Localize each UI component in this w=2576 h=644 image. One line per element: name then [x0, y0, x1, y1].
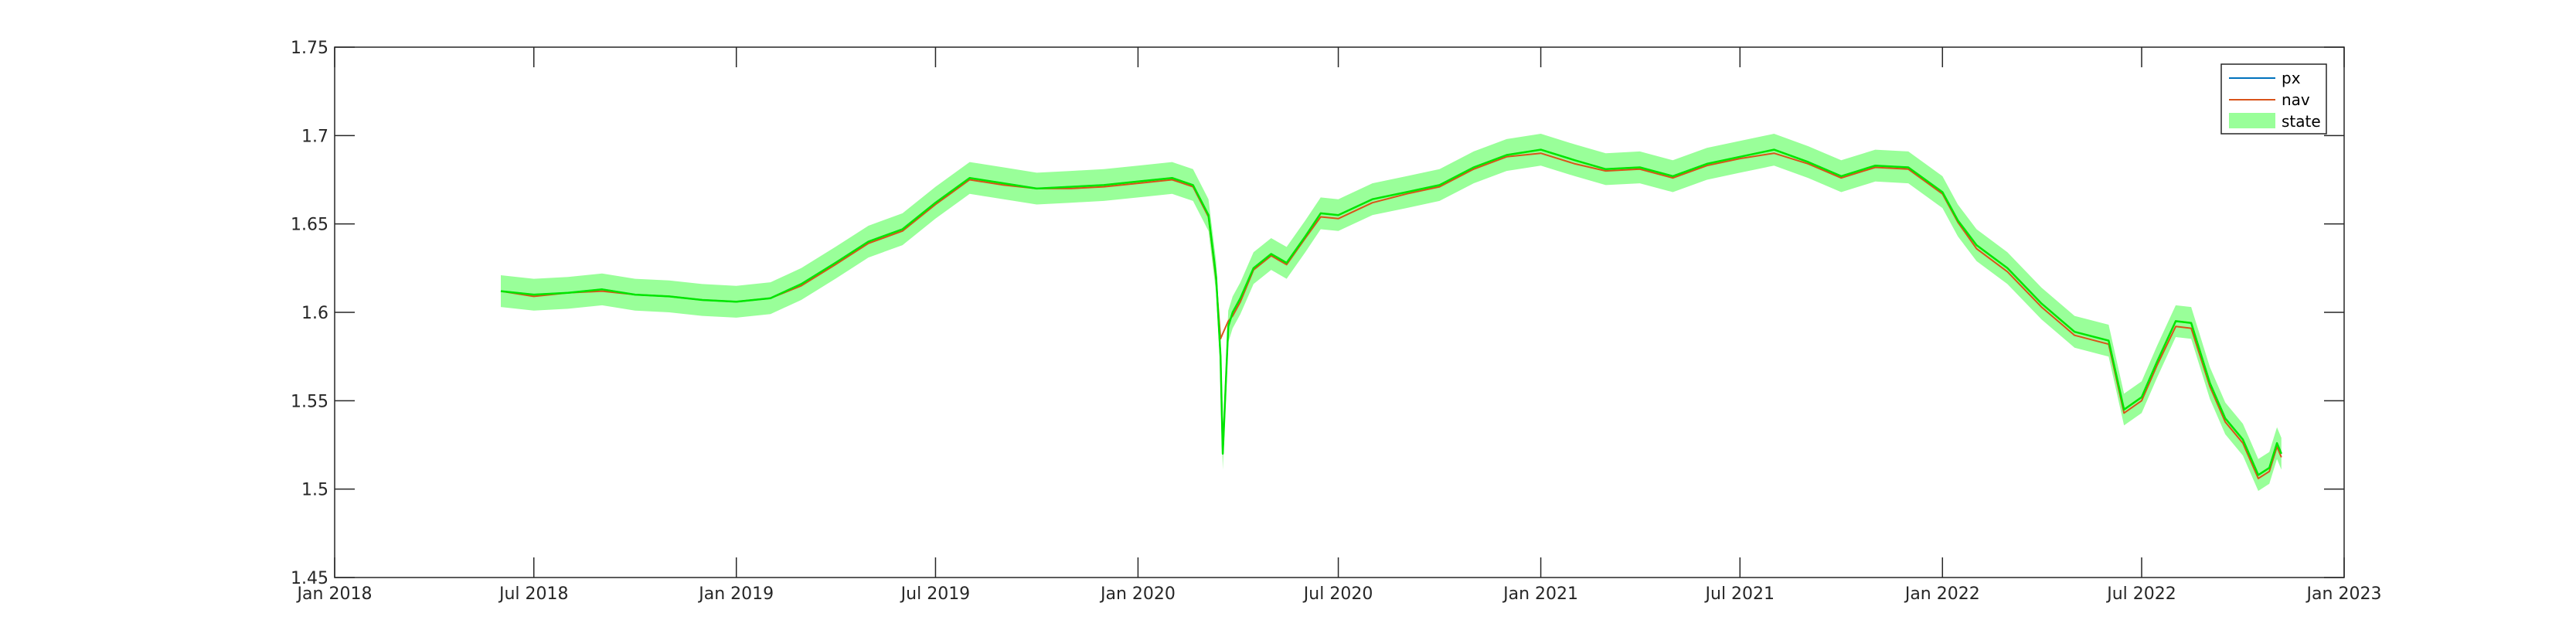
legend-swatch-state: [2229, 113, 2275, 128]
x-tick-label: Jul 2020: [1302, 584, 1373, 604]
x-tick-label: Jan 2021: [1502, 584, 1578, 604]
x-tick-label: Jul 2019: [900, 584, 971, 604]
series-lines-layer: [500, 148, 2282, 479]
y-tick-label: 1.5: [301, 481, 328, 500]
x-tick-label: Jul 2021: [1704, 584, 1775, 604]
x-tick-label: Jan 2018: [296, 584, 373, 604]
y-tick-label: 1.45: [291, 569, 328, 588]
legend-label-nav: nav: [2282, 90, 2310, 109]
y-tick-label: 1.75: [291, 39, 328, 58]
y-tick-label: 1.7: [301, 127, 328, 146]
y-tick-label: 1.6: [301, 304, 328, 323]
y-tick-label: 1.65: [291, 216, 328, 235]
y-tick-labels: 1.45 1.5 1.55 1.6 1.65 1.7 1.75: [291, 39, 328, 588]
x-tick-labels: Jan 2018 Jul 2018 Jan 2019 Jul 2019 Jan 2020…: [296, 584, 2382, 604]
state-band: [501, 134, 2282, 491]
state-band-layer: [501, 134, 2282, 491]
x-tick-label: Jan 2020: [1099, 584, 1176, 604]
x-tick-label: Jan 2022: [1904, 584, 1980, 604]
legend: px nav state: [2220, 63, 2327, 135]
y-tick-label: 1.55: [291, 392, 328, 411]
x-tick-label: Jul 2018: [498, 584, 569, 604]
x-tick-label: Jan 2023: [2305, 584, 2382, 604]
x-tick-label: Jul 2022: [2105, 584, 2176, 604]
tick-marks-layer: [334, 46, 2345, 578]
series-line-state: [500, 148, 2282, 476]
legend-label-px: px: [2282, 69, 2301, 87]
x-tick-label: Jan 2019: [697, 584, 774, 604]
legend-label-state: state: [2282, 112, 2321, 131]
